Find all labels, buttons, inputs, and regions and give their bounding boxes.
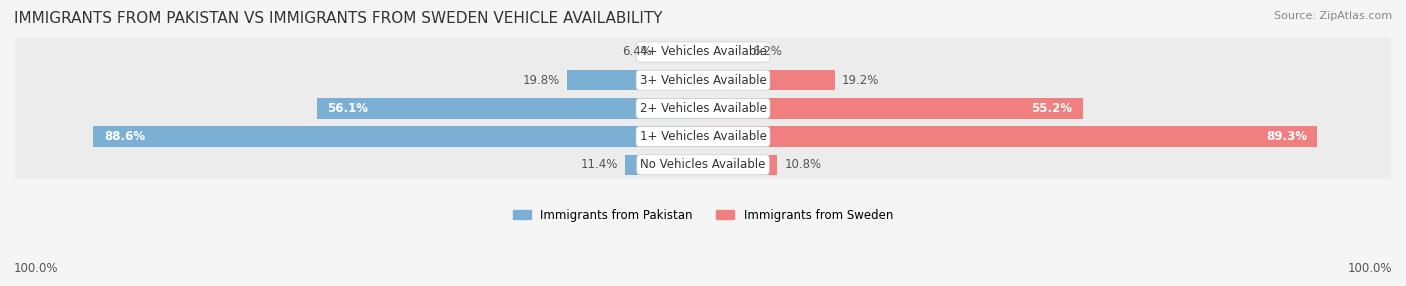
Text: 6.4%: 6.4% <box>623 45 652 58</box>
Bar <box>93 126 703 147</box>
Text: 3+ Vehicles Available: 3+ Vehicles Available <box>640 74 766 87</box>
Bar <box>703 126 1317 147</box>
Text: 19.2%: 19.2% <box>842 74 879 87</box>
Text: 6.2%: 6.2% <box>752 45 782 58</box>
FancyBboxPatch shape <box>15 94 1391 123</box>
Bar <box>316 98 703 119</box>
FancyBboxPatch shape <box>15 37 1391 66</box>
FancyBboxPatch shape <box>15 66 1391 95</box>
Text: 10.8%: 10.8% <box>785 158 821 171</box>
Text: 4+ Vehicles Available: 4+ Vehicles Available <box>640 45 766 58</box>
Text: 100.0%: 100.0% <box>14 262 59 275</box>
Text: 55.2%: 55.2% <box>1032 102 1073 115</box>
Bar <box>703 155 778 175</box>
Text: IMMIGRANTS FROM PAKISTAN VS IMMIGRANTS FROM SWEDEN VEHICLE AVAILABILITY: IMMIGRANTS FROM PAKISTAN VS IMMIGRANTS F… <box>14 11 662 26</box>
Text: 19.8%: 19.8% <box>523 74 560 87</box>
Text: 56.1%: 56.1% <box>328 102 368 115</box>
Bar <box>703 42 745 62</box>
FancyBboxPatch shape <box>15 122 1391 151</box>
Text: 89.3%: 89.3% <box>1265 130 1308 143</box>
Bar <box>624 155 703 175</box>
Text: 100.0%: 100.0% <box>1347 262 1392 275</box>
Bar <box>703 70 835 90</box>
Text: No Vehicles Available: No Vehicles Available <box>640 158 766 171</box>
Text: Source: ZipAtlas.com: Source: ZipAtlas.com <box>1274 11 1392 21</box>
Bar <box>567 70 703 90</box>
Text: 2+ Vehicles Available: 2+ Vehicles Available <box>640 102 766 115</box>
Bar <box>703 98 1083 119</box>
Text: 11.4%: 11.4% <box>581 158 617 171</box>
Legend: Immigrants from Pakistan, Immigrants from Sweden: Immigrants from Pakistan, Immigrants fro… <box>509 204 897 227</box>
Text: 1+ Vehicles Available: 1+ Vehicles Available <box>640 130 766 143</box>
Bar <box>659 42 703 62</box>
Text: 88.6%: 88.6% <box>104 130 145 143</box>
FancyBboxPatch shape <box>15 150 1391 179</box>
